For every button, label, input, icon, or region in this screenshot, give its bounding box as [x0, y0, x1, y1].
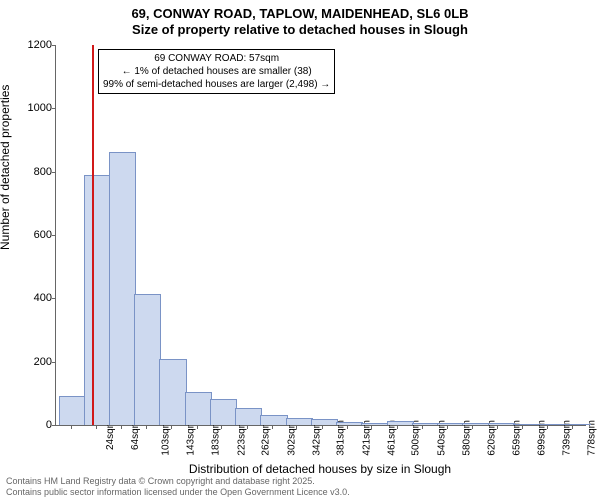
chart-footer: Contains HM Land Registry data © Crown c… [6, 476, 350, 498]
x-tick-label: 143sqm [186, 420, 197, 456]
histogram-bar [538, 424, 565, 425]
histogram-bar [109, 152, 136, 425]
chart-title-main: 69, CONWAY ROAD, TAPLOW, MAIDENHEAD, SL6… [0, 6, 600, 21]
footer-line-1: Contains HM Land Registry data © Crown c… [6, 476, 350, 487]
histogram-bar [210, 399, 237, 425]
x-tick-mark [397, 425, 398, 429]
y-tick-mark [52, 298, 56, 299]
chart-title-sub: Size of property relative to detached ho… [0, 22, 600, 37]
x-tick-mark [422, 425, 423, 429]
histogram-bar [361, 423, 388, 425]
y-tick-mark [52, 235, 56, 236]
x-tick-label: 540sqm [436, 420, 447, 456]
annotation-line: ← 1% of detached houses are smaller (38) [103, 65, 330, 78]
histogram-bar [235, 408, 262, 425]
property-size-chart: 69, CONWAY ROAD, TAPLOW, MAIDENHEAD, SL6… [0, 0, 600, 500]
histogram-bar [563, 424, 590, 425]
y-tick-mark [52, 108, 56, 109]
histogram-bar [513, 424, 540, 425]
y-tick-label: 400 [22, 292, 56, 304]
x-tick-label: 103sqm [161, 420, 172, 456]
histogram-bar [437, 423, 464, 425]
histogram-bar [311, 419, 338, 425]
x-tick-mark [146, 425, 147, 429]
x-tick-mark [197, 425, 198, 429]
histogram-bar [159, 359, 186, 425]
y-tick-mark [52, 172, 56, 173]
histogram-bar [134, 294, 161, 425]
y-tick-mark [52, 45, 56, 46]
x-tick-mark [296, 425, 297, 429]
histogram-bar [286, 418, 313, 425]
x-tick-mark [71, 425, 72, 429]
y-tick-label: 800 [22, 166, 56, 178]
plot-area: 02004006008001000120024sqm64sqm103sqm143… [55, 45, 586, 426]
histogram-bar [387, 421, 414, 425]
x-tick-mark [572, 425, 573, 429]
x-tick-mark [171, 425, 172, 429]
histogram-bar [185, 392, 212, 425]
y-axis-label: Number of detached properties [0, 85, 12, 250]
x-tick-label: 778sqm [586, 420, 597, 456]
y-tick-label: 1000 [22, 102, 56, 114]
histogram-bar [412, 423, 439, 425]
x-tick-mark [322, 425, 323, 429]
x-tick-mark [547, 425, 548, 429]
histogram-bar [462, 423, 489, 425]
annotation-line: 69 CONWAY ROAD: 57sqm [103, 52, 330, 65]
y-tick-label: 1200 [22, 39, 56, 51]
y-tick-mark [52, 362, 56, 363]
x-tick-mark [272, 425, 273, 429]
x-tick-label: 659sqm [511, 420, 522, 456]
annotation-box: 69 CONWAY ROAD: 57sqm← 1% of detached ho… [98, 49, 335, 94]
histogram-bar [84, 175, 111, 425]
x-tick-label: 381sqm [336, 420, 347, 456]
x-tick-mark [347, 425, 348, 429]
histogram-bar [336, 422, 363, 425]
reference-line [92, 45, 94, 425]
x-tick-mark [371, 425, 372, 429]
x-tick-mark [247, 425, 248, 429]
histogram-bar [260, 415, 287, 426]
x-tick-mark [121, 425, 122, 429]
x-tick-mark [522, 425, 523, 429]
x-tick-label: 262sqm [261, 420, 272, 456]
annotation-line: 99% of semi-detached houses are larger (… [103, 78, 330, 91]
y-tick-label: 200 [22, 356, 56, 368]
histogram-bar [59, 396, 86, 426]
x-tick-mark [447, 425, 448, 429]
footer-line-2: Contains public sector information licen… [6, 487, 350, 498]
x-tick-mark [96, 425, 97, 429]
x-tick-label: 500sqm [411, 420, 422, 456]
x-axis-label: Distribution of detached houses by size … [55, 462, 585, 476]
x-tick-mark [472, 425, 473, 429]
histogram-bar [488, 423, 515, 425]
y-tick-label: 0 [22, 419, 56, 431]
x-tick-mark [497, 425, 498, 429]
x-tick-mark [221, 425, 222, 429]
y-tick-label: 600 [22, 229, 56, 241]
y-tick-mark [52, 425, 56, 426]
